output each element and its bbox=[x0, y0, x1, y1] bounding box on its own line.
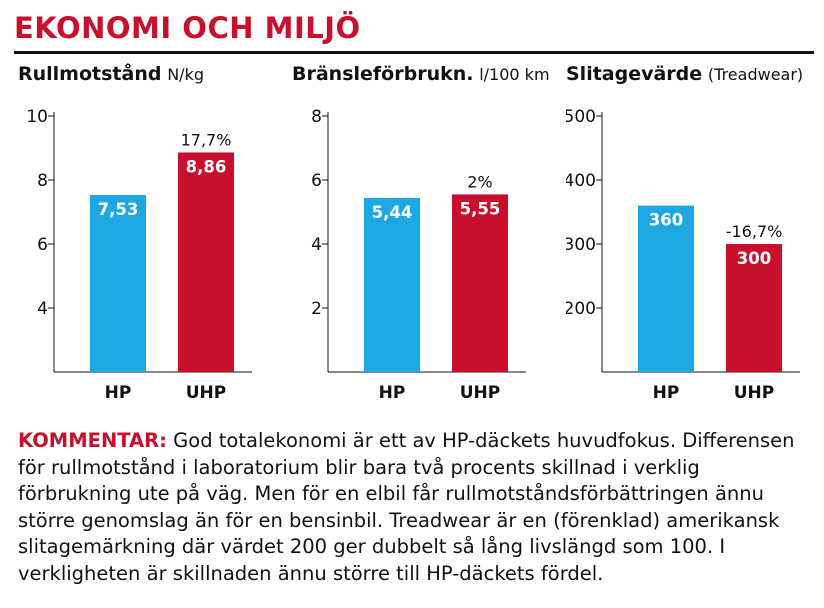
y-tick-label: 300 bbox=[566, 235, 596, 255]
y-tick-label: 400 bbox=[566, 171, 596, 191]
bar-annotation: 2% bbox=[467, 172, 492, 191]
bar-value-label: 360 bbox=[649, 211, 683, 230]
chart-svg: 2 4 6 8 5,44 HP 5,55 2% UHP bbox=[311, 107, 526, 403]
chart-title-text: Rullmotstånd bbox=[18, 63, 162, 85]
x-category-label: HP bbox=[105, 383, 132, 403]
y-tick-label: 6 bbox=[37, 235, 48, 255]
y-tick-label: 200 bbox=[566, 299, 596, 319]
bar-value-label: 300 bbox=[737, 249, 771, 268]
y-tick-label: 4 bbox=[37, 299, 48, 319]
chart-title: Bränsleförbrukn. l/100 km bbox=[292, 62, 550, 87]
bar-uhp bbox=[178, 152, 234, 372]
chart-title: Rullmotstånd N/kg bbox=[18, 62, 204, 87]
chart-title: Slitagevärde (Treadwear) bbox=[566, 62, 803, 87]
comment-text: KOMMENTAR: God totalekonomi är ett av HP… bbox=[18, 428, 814, 587]
x-category-label: HP bbox=[379, 383, 406, 403]
x-category-label: UHP bbox=[186, 383, 227, 403]
y-tick-label: 6 bbox=[311, 171, 322, 191]
y-tick-label: 2 bbox=[311, 299, 322, 319]
bar-annotation: 17,7% bbox=[181, 130, 232, 149]
chart-svg: 4 6 8 10 7,53 HP 8,86 17,7% UHP bbox=[26, 107, 252, 403]
y-tick-label: 8 bbox=[37, 171, 48, 191]
header: EKONOMI OCH MILJÖ bbox=[14, 8, 814, 54]
bar-uhp bbox=[726, 244, 782, 372]
bar-value-label: 8,86 bbox=[186, 157, 227, 176]
chart-unit: l/100 km bbox=[479, 65, 550, 84]
page-title: EKONOMI OCH MILJÖ bbox=[14, 11, 361, 45]
y-tick-label: 10 bbox=[26, 107, 48, 127]
bar-hp bbox=[90, 195, 146, 372]
bar-uhp bbox=[452, 194, 508, 372]
y-tick-label: 500 bbox=[566, 107, 596, 127]
bar-hp bbox=[638, 205, 694, 372]
bar-hp bbox=[364, 197, 420, 372]
bar-value-label: 5,55 bbox=[460, 199, 501, 218]
title-divider bbox=[14, 51, 814, 54]
bar-value-label: 5,44 bbox=[372, 203, 413, 222]
chart-title-text: Bränsleförbrukn. bbox=[292, 63, 474, 85]
comment-body: God totalekonomi är ett av HP-däckets hu… bbox=[18, 429, 795, 585]
chart-title-text: Slitagevärde bbox=[566, 63, 703, 85]
x-category-label: UHP bbox=[460, 383, 501, 403]
chart-unit: N/kg bbox=[167, 65, 204, 84]
chart-svg: 200 300 400 500 360 HP 300 -16,7% UHP bbox=[566, 107, 800, 403]
y-tick-label: 4 bbox=[311, 235, 322, 255]
bar-annotation: -16,7% bbox=[726, 222, 783, 241]
chart-unit: (Treadwear) bbox=[707, 65, 804, 84]
bar-value-label: 7,53 bbox=[98, 200, 139, 219]
x-category-label: UHP bbox=[734, 383, 775, 403]
x-category-label: HP bbox=[653, 383, 680, 403]
y-tick-label: 8 bbox=[311, 107, 322, 127]
comment-lead: KOMMENTAR: bbox=[18, 429, 167, 452]
